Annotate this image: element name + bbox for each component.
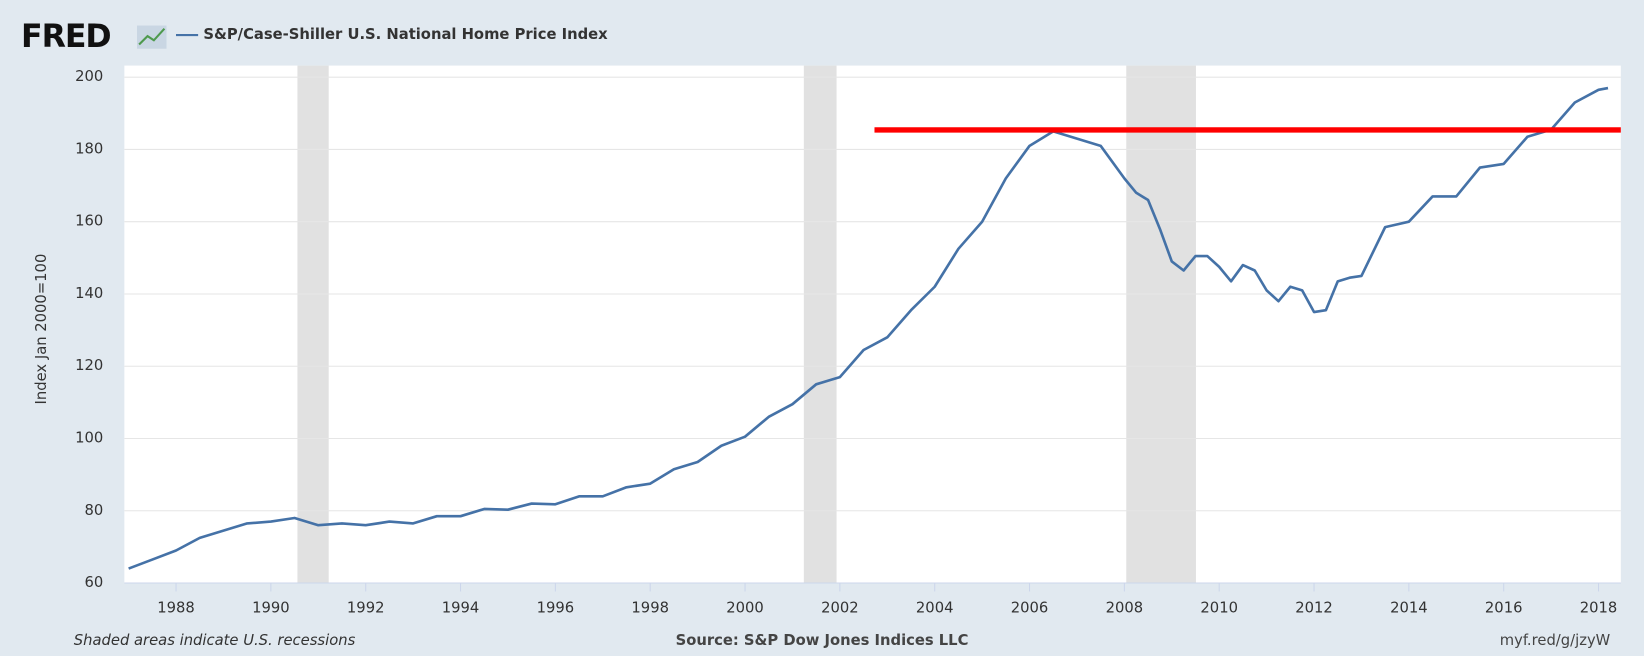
x-tick-label: 1988 bbox=[157, 599, 195, 616]
plot-area bbox=[124, 65, 1621, 584]
y-tick-label: 200 bbox=[75, 68, 103, 85]
recession-band bbox=[1126, 65, 1196, 584]
x-tick-label: 1994 bbox=[442, 599, 480, 616]
x-tick-label: 2008 bbox=[1106, 599, 1144, 616]
footer-note: Shaded areas indicate U.S. recessions bbox=[74, 632, 356, 649]
logo: FRED bbox=[21, 19, 111, 55]
x-tick-label: 2000 bbox=[726, 599, 764, 616]
y-axis-label: Index Jan 2000=100 bbox=[33, 254, 50, 405]
x-tick-label: 2012 bbox=[1295, 599, 1333, 616]
series-line bbox=[128, 86, 1609, 570]
y-tick-label: 60 bbox=[84, 574, 103, 591]
x-tick-label: 2014 bbox=[1390, 599, 1428, 616]
y-tick-label: 120 bbox=[75, 357, 103, 374]
y-tick-label: 100 bbox=[75, 430, 103, 447]
y-tick-label: 140 bbox=[75, 285, 103, 302]
x-tick-label: 2002 bbox=[821, 599, 859, 616]
y-tick-label: 80 bbox=[84, 502, 103, 519]
x-tick-label: 2010 bbox=[1200, 599, 1238, 616]
logo-icon bbox=[137, 25, 167, 49]
x-tick-label: 2018 bbox=[1580, 599, 1618, 616]
x-tick-label: 1990 bbox=[252, 599, 290, 616]
recession-band bbox=[803, 65, 837, 584]
link: myf.red/g/jzyW bbox=[1500, 632, 1611, 649]
recession-band bbox=[297, 65, 329, 584]
x-tick-label: 2016 bbox=[1485, 599, 1523, 616]
x-tick-label: 1992 bbox=[347, 599, 385, 616]
source: Source: S&P Dow Jones Indices LLC bbox=[676, 632, 969, 649]
x-tick-label: 1998 bbox=[631, 599, 669, 616]
x-tick-label: 2004 bbox=[916, 599, 954, 616]
x-tick-label: 2006 bbox=[1011, 599, 1049, 616]
x-tick-label: 1996 bbox=[537, 599, 575, 616]
y-tick-label: 160 bbox=[75, 213, 103, 230]
y-tick-label: 180 bbox=[75, 140, 103, 157]
legend-label: S&P/Case-Shiller U.S. National Home Pric… bbox=[203, 26, 608, 43]
